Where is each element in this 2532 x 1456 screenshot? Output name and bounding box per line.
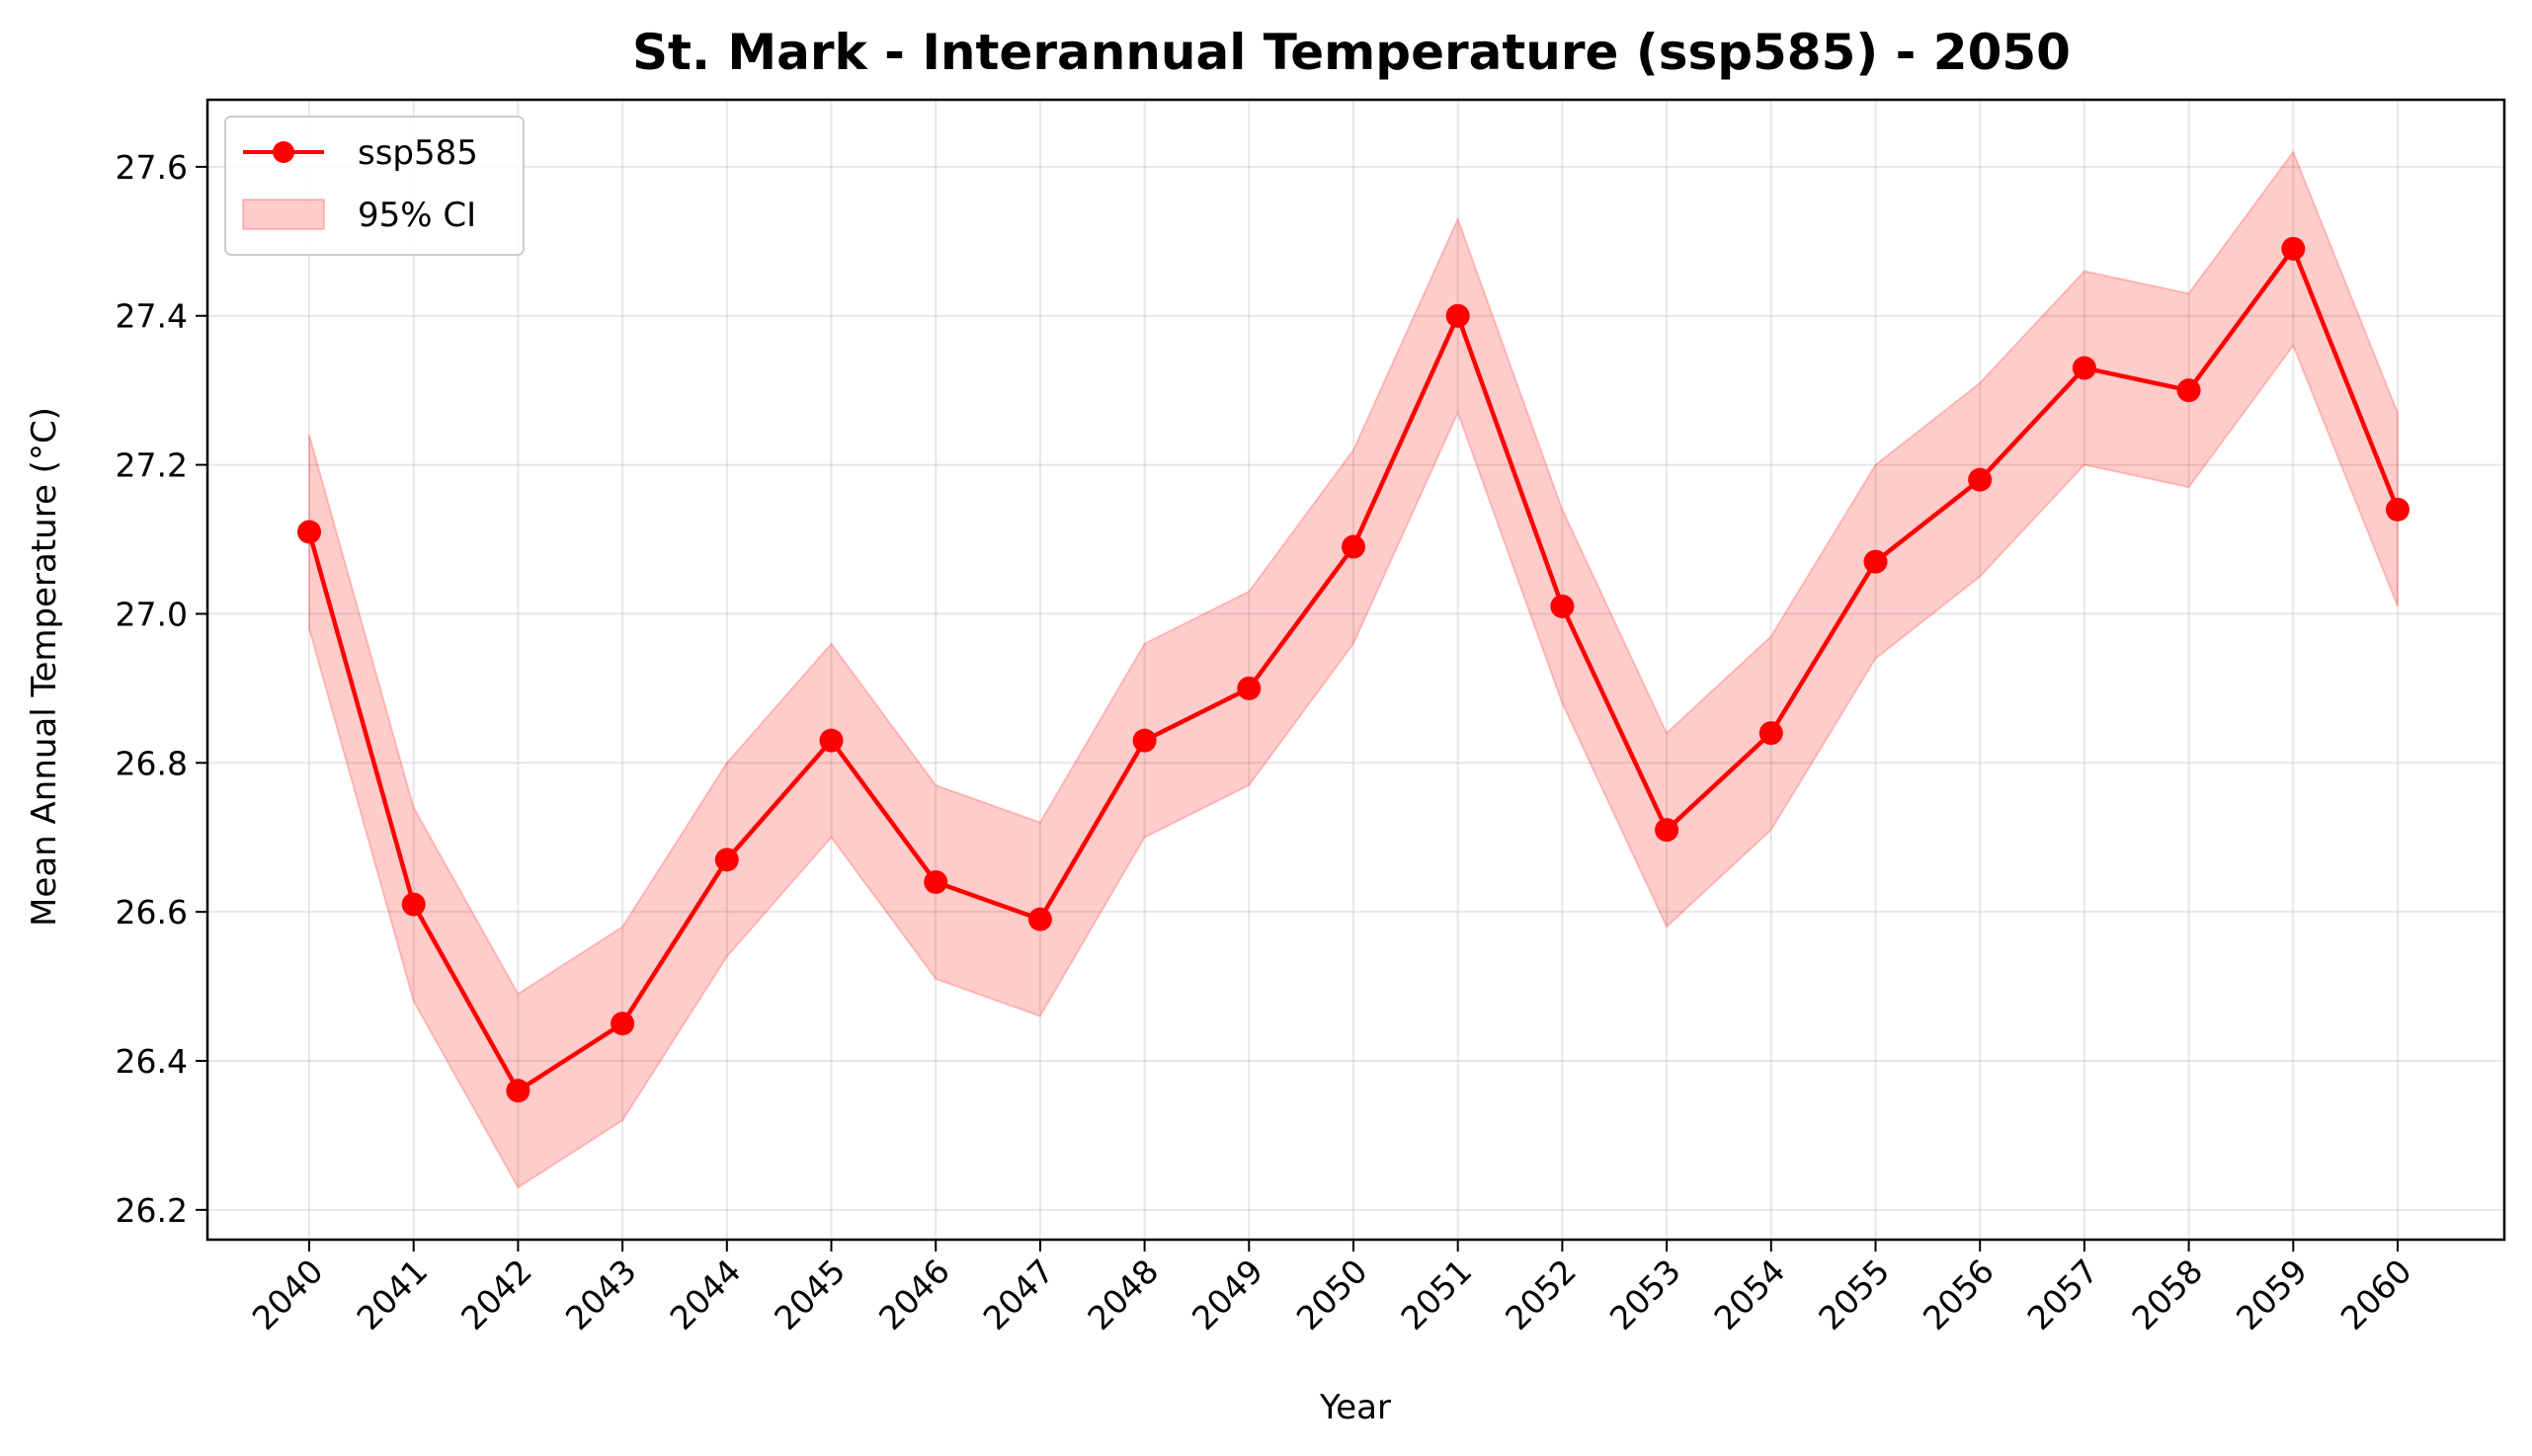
data-point <box>1237 676 1262 700</box>
x-axis-label: Year <box>1319 1388 1391 1427</box>
data-point <box>1550 594 1575 618</box>
data-point <box>2281 236 2306 261</box>
data-point <box>1968 467 1993 492</box>
data-point <box>611 1011 635 1036</box>
data-point <box>714 848 739 872</box>
x-tick-label: 2045 <box>767 1252 853 1337</box>
data-point <box>924 869 948 894</box>
x-tick-label: 2060 <box>2333 1252 2419 1337</box>
legend: ssp585 95% CI <box>224 116 525 256</box>
x-tick-label: 2040 <box>245 1252 331 1337</box>
data-point <box>1027 907 1052 931</box>
x-tick-label: 2044 <box>662 1252 748 1337</box>
x-tick-label: 2041 <box>349 1252 435 1337</box>
x-tick-label: 2052 <box>1498 1252 1584 1337</box>
x-tick-label: 2055 <box>1811 1252 1897 1337</box>
x-tick-label: 2059 <box>2229 1252 2315 1337</box>
data-points <box>297 236 2409 1103</box>
data-point <box>2176 378 2201 403</box>
x-tick-label: 2056 <box>1916 1252 2001 1337</box>
x-tick-label: 2046 <box>871 1252 957 1337</box>
y-tick-label: 27.0 <box>116 595 188 633</box>
y-tick-label: 26.4 <box>116 1042 188 1081</box>
y-tick-label: 27.4 <box>116 297 188 336</box>
data-point <box>819 728 844 753</box>
data-point <box>1758 721 1783 746</box>
x-axis: 2040 2041 2042 2043 2044 2045 2046 2047 2048 2049… <box>245 1240 2419 1337</box>
y-tick-label: 26.2 <box>116 1191 188 1230</box>
data-point <box>1132 728 1157 753</box>
y-axis-label: Mean Annual Temperature (°C) <box>25 407 64 927</box>
data-point <box>297 520 321 544</box>
x-tick-label: 2057 <box>2020 1252 2106 1337</box>
data-point <box>2386 497 2409 522</box>
legend-label-series: ssp585 <box>358 133 478 173</box>
legend-label-ci: 95% CI <box>358 196 476 235</box>
y-tick-label: 27.2 <box>116 446 188 485</box>
x-tick-label: 2054 <box>1706 1252 1792 1337</box>
y-tick-label: 27.6 <box>116 148 188 187</box>
y-tick-label: 26.8 <box>116 744 188 782</box>
x-tick-label: 2042 <box>453 1252 539 1337</box>
x-tick-label: 2043 <box>558 1252 644 1337</box>
y-tick-label: 26.6 <box>116 893 188 931</box>
data-point <box>401 892 426 917</box>
x-tick-label: 2049 <box>1184 1252 1270 1337</box>
x-tick-label: 2053 <box>1602 1252 1688 1337</box>
x-tick-label: 2051 <box>1393 1252 1479 1337</box>
data-point <box>2072 356 2096 380</box>
data-point <box>506 1079 531 1103</box>
legend-ci-swatch <box>242 199 325 230</box>
data-point <box>1342 534 1365 559</box>
x-tick-label: 2047 <box>976 1252 1062 1337</box>
data-point <box>1655 818 1679 843</box>
grid <box>207 100 2504 1240</box>
data-point <box>1445 303 1470 328</box>
plot-frame <box>205 98 2506 1242</box>
data-point <box>1863 549 1888 574</box>
y-axis: 26.2 26.4 26.6 26.8 27.0 27.2 27.4 27.6 <box>116 148 207 1230</box>
x-tick-label: 2050 <box>1289 1252 1375 1337</box>
x-tick-label: 2058 <box>2124 1252 2210 1337</box>
chart-title: St. Mark - Interannual Temperature (ssp5… <box>632 24 2071 81</box>
x-tick-label: 2048 <box>1080 1252 1166 1337</box>
legend-marker-swatch <box>273 141 294 163</box>
